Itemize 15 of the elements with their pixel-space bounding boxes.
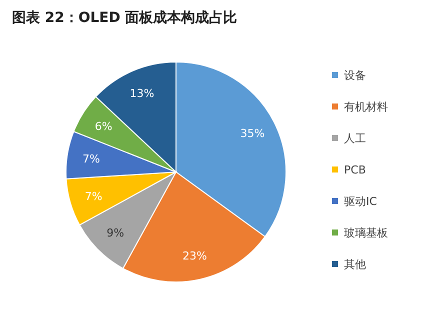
chart-title: 图表 22：OLED 面板成本构成占比 [12, 10, 238, 26]
data-label: 13% [130, 87, 154, 100]
data-label: 9% [106, 226, 124, 240]
legend-label: 其他 [344, 258, 366, 271]
data-label: 6% [94, 120, 112, 133]
legend-label: 人工 [344, 132, 366, 145]
data-label: 7% [82, 152, 100, 166]
data-label: 35% [240, 126, 265, 140]
data-label: 23% [182, 250, 207, 263]
legend-label: 驱动IC [344, 194, 378, 208]
legend-label: 有机材料 [344, 100, 388, 114]
legend-label: 玻璃基板 [344, 226, 388, 240]
legend-label: PCB [344, 163, 366, 176]
data-label: 7% [84, 190, 102, 203]
legend-label: 设备 [344, 68, 366, 82]
